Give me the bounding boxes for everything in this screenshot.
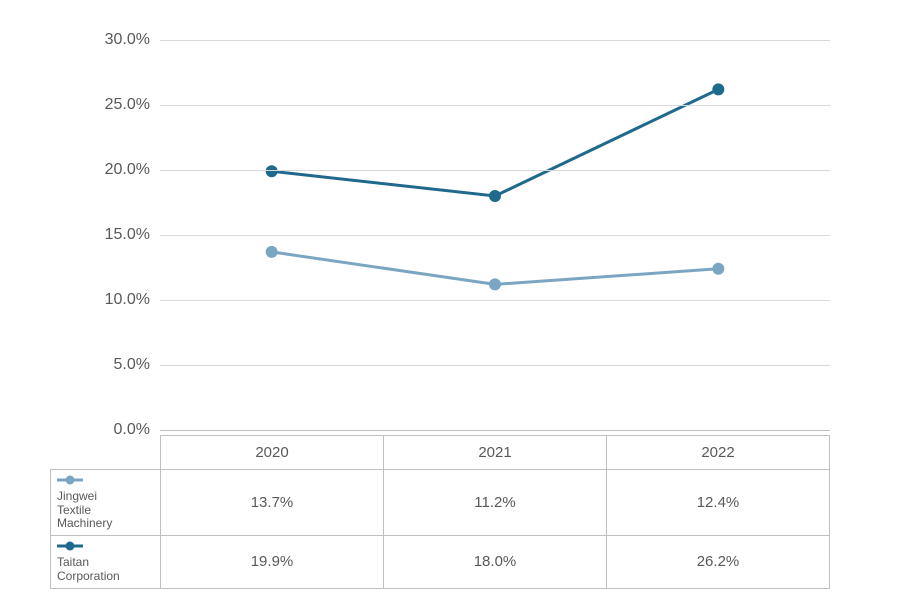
gridline xyxy=(160,430,830,431)
gridline xyxy=(160,235,830,236)
plot-area xyxy=(160,40,830,430)
data-cell: 12.4% xyxy=(607,470,830,536)
category-header: 2020 xyxy=(161,436,384,470)
legend-cell: Taitan Corporation xyxy=(51,536,161,588)
y-tick-label: 10.0% xyxy=(90,291,150,309)
chart-container: 0.0%5.0%10.0%15.0%20.0%25.0%30.0% 202020… xyxy=(50,30,850,570)
category-header: 2022 xyxy=(607,436,830,470)
gridline xyxy=(160,40,830,41)
series-marker xyxy=(266,165,278,177)
y-tick-label: 25.0% xyxy=(90,96,150,114)
gridline xyxy=(160,170,830,171)
data-table: 202020212022 Jingwei Textile Machinery 13.… xyxy=(50,435,830,589)
legend-swatch-icon xyxy=(57,474,83,490)
data-cell: 18.0% xyxy=(384,536,607,588)
data-cell: 13.7% xyxy=(161,470,384,536)
table-header-row: 202020212022 xyxy=(51,436,830,470)
table-row: Taitan Corporation 19.9%18.0%26.2% xyxy=(51,536,830,588)
y-tick-label: 30.0% xyxy=(90,31,150,49)
legend-label: Jingwei Textile Machinery xyxy=(57,490,127,531)
series-marker xyxy=(489,278,501,290)
gridline xyxy=(160,300,830,301)
legend-empty-cell xyxy=(51,436,161,470)
series-marker xyxy=(712,83,724,95)
legend-label: Taitan Corporation xyxy=(57,556,127,584)
data-cell: 11.2% xyxy=(384,470,607,536)
data-cell: 26.2% xyxy=(607,536,830,588)
legend-swatch-icon xyxy=(57,540,83,556)
data-cell: 19.9% xyxy=(161,536,384,588)
table-row: Jingwei Textile Machinery 13.7%11.2%12.4% xyxy=(51,470,830,536)
series-marker xyxy=(712,263,724,275)
series-marker xyxy=(266,246,278,258)
gridline xyxy=(160,365,830,366)
category-header: 2021 xyxy=(384,436,607,470)
y-tick-label: 5.0% xyxy=(90,356,150,374)
legend-cell: Jingwei Textile Machinery xyxy=(51,470,161,536)
series-marker xyxy=(489,190,501,202)
y-tick-label: 20.0% xyxy=(90,161,150,179)
gridline xyxy=(160,105,830,106)
y-tick-label: 15.0% xyxy=(90,226,150,244)
